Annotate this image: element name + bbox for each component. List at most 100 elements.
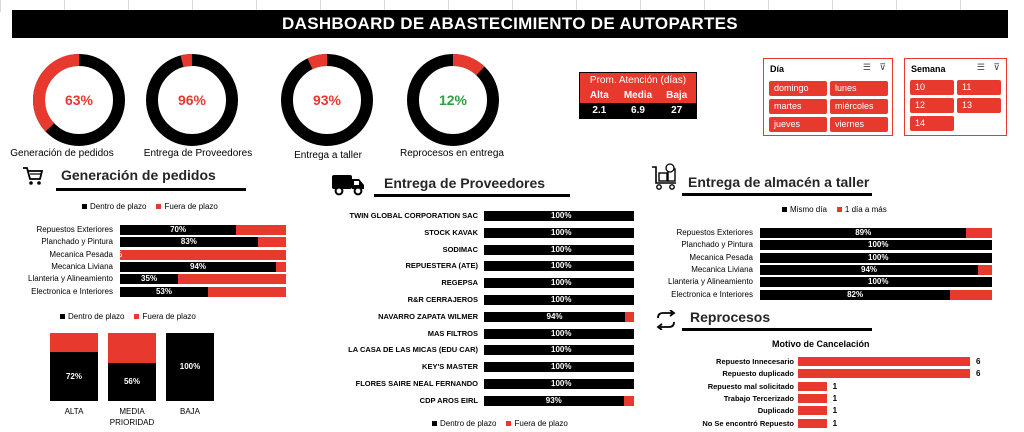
bar-planchado-y-pintura: 100%	[760, 240, 992, 251]
bar-value-label: 1	[832, 381, 838, 391]
legend-label: Fuera de plazo	[514, 419, 568, 428]
bar-value-label: 100%	[551, 278, 572, 288]
bar-value-label: 1	[832, 393, 838, 403]
bar-category-label: LA CASA DE LAS MICAS (EDU CAR)	[348, 345, 478, 355]
section-title-pedidos: Generación de pedidos	[61, 167, 216, 183]
bar-flores-saire-neal-fernando: 100%	[484, 379, 634, 389]
column-category-label: MEDIA	[119, 407, 145, 416]
bar-fill	[484, 227, 634, 238]
clear-filter-icon[interactable]: ⊽	[993, 62, 1000, 72]
bar-category-label: NAVARRO ZAPATA WILMER	[378, 311, 478, 321]
legend-swatch	[60, 314, 65, 320]
bar-trabajo-tercerizado	[798, 393, 827, 403]
legend-label: Fuera de plazo	[164, 202, 218, 211]
donut-entrega-de-proveedores: 96%	[146, 53, 238, 146]
donut-percent: 63%	[65, 92, 94, 108]
slicer-item-13[interactable]: 13	[957, 98, 1001, 113]
bar-fill	[484, 362, 634, 373]
donut-percent: 93%	[313, 92, 342, 108]
slicer-item-martes[interactable]: martes	[769, 99, 827, 114]
bar-fill	[484, 244, 634, 255]
bar-fill	[760, 240, 992, 251]
slicer-item-14[interactable]: 14	[910, 116, 954, 131]
prom-atencion-table: Prom. Atención (días) Alta Media Baja 2.…	[579, 72, 697, 119]
slicer-item-viernes[interactable]: viernes	[830, 117, 888, 132]
bar-repuesto-mal-solicitado	[798, 381, 827, 391]
column-alta: 72%	[50, 333, 98, 401]
bar-value-label: 6	[976, 369, 981, 379]
bar-value-label: 83%	[180, 237, 197, 247]
multi-select-icon[interactable]: ☰	[976, 62, 985, 72]
section-underline-pedidos	[56, 188, 246, 191]
bar-category-label: Repuesto duplicado	[722, 369, 794, 379]
column-baja: 100%	[166, 333, 214, 401]
bar-value-label: 100%	[551, 328, 572, 338]
bar-category-label: Electronica e Interiores	[31, 286, 113, 296]
bar-fill	[760, 289, 951, 300]
clear-filter-icon[interactable]: ⊽	[879, 62, 886, 72]
column-value-label: 72%	[65, 371, 82, 381]
slicer-item-12[interactable]: 12	[910, 98, 954, 113]
legend-prioridad: Dentro de plazo Fuera de plazo	[60, 312, 196, 321]
column-category-label: BAJA	[179, 407, 200, 416]
bar-repuesto-duplicado	[798, 369, 970, 379]
slicer-semana[interactable]: Semana ☰ ⊽ 10 11 12 13 14	[904, 58, 1007, 136]
bar-repuestos-exteriores: 89%	[760, 228, 992, 238]
delivery-truck-icon	[332, 175, 364, 196]
legend-label: Dentro de plazo	[90, 202, 147, 211]
bar-category-label: KEY'S MASTER	[422, 362, 478, 372]
slicer-item-10[interactable]: 10	[910, 80, 954, 95]
donut-reprocesos-en-entrega: 12%	[407, 54, 499, 146]
donut-track	[281, 54, 373, 146]
slicer-item-lunes[interactable]: lunes	[830, 81, 888, 96]
legend-swatch	[506, 421, 512, 427]
slicer-item-11[interactable]: 11	[957, 80, 1001, 95]
slicer-item-jueves[interactable]: jueves	[769, 117, 827, 132]
bar-electronica-e-interiores: 53%	[120, 286, 286, 297]
legend-item: Dentro de plazo	[82, 202, 146, 211]
legend-item: 1 día a más	[836, 205, 887, 214]
bar-category-label: TWIN GLOBAL CORPORATION SAC	[349, 211, 478, 220]
bar-r-r-cerrajeros: 100%	[484, 295, 634, 305]
bar-value-label: 1	[832, 418, 838, 428]
bar-value-label: 100%	[868, 240, 889, 250]
bar-category-label: Trabajo Tercerizado	[723, 393, 794, 403]
bar-category-label: Mecanica Pesada	[689, 252, 753, 262]
legend-item: Dentro de plazo	[60, 312, 124, 321]
bar-duplicado	[798, 406, 827, 416]
bar-repuestera-ate: 100%	[484, 261, 634, 272]
bar-category-label: No Se encontró Repuesto	[702, 418, 794, 428]
slicer-item-miercoles[interactable]: miércoles	[830, 99, 888, 114]
donut-arc	[33, 54, 125, 146]
atencion-header-media: Media	[623, 90, 653, 101]
bar-value-label: 100%	[551, 261, 572, 271]
bar-value-label: 93%	[545, 395, 562, 405]
bar-mecanica-pesada: %	[115, 249, 286, 260]
bar-category-label: FLORES SAIRE NEAL FERNANDO	[355, 379, 478, 388]
legend-label: Dentro de plazo	[440, 419, 497, 428]
bar-fill	[760, 264, 979, 275]
bar-category-label: Mecanica Liviana	[51, 261, 113, 271]
bar-value-label: 100%	[551, 211, 572, 220]
bar-category-label: MAS FILTROS	[427, 328, 478, 338]
bar-value-label: 100%	[868, 252, 889, 262]
bar-value-label: 100%	[868, 277, 889, 287]
bar-planchado-y-pintura: 83%	[120, 237, 286, 248]
bar-category-label: Repuestos Exteriores	[36, 225, 113, 234]
bar-category-label: Planchado y Pintura	[681, 240, 753, 250]
bar-category-label: Mecanica Pesada	[49, 249, 113, 259]
bar-fill	[484, 295, 634, 305]
bar-fill	[484, 311, 625, 322]
legend-swatch	[432, 421, 437, 427]
multi-select-icon[interactable]: ☰	[862, 62, 871, 72]
bar-value-label: 35%	[141, 274, 158, 284]
bar-value-label: 100%	[551, 362, 572, 372]
slicer-dia[interactable]: Día ☰ ⊽ domingo lunes martes miércoles j…	[763, 58, 893, 136]
bar-category-label: Repuesto mal solicitado	[707, 381, 794, 391]
slicer-item-domingo[interactable]: domingo	[769, 81, 827, 96]
bar-category-label: Llanteria y Alineamiento	[668, 277, 753, 287]
bar-repuesto-innecesario	[798, 357, 970, 366]
legend-label: Dentro de plazo	[68, 312, 125, 321]
legend-label: Fuera de plazo	[142, 312, 196, 321]
donut-percent: 12%	[439, 92, 468, 108]
